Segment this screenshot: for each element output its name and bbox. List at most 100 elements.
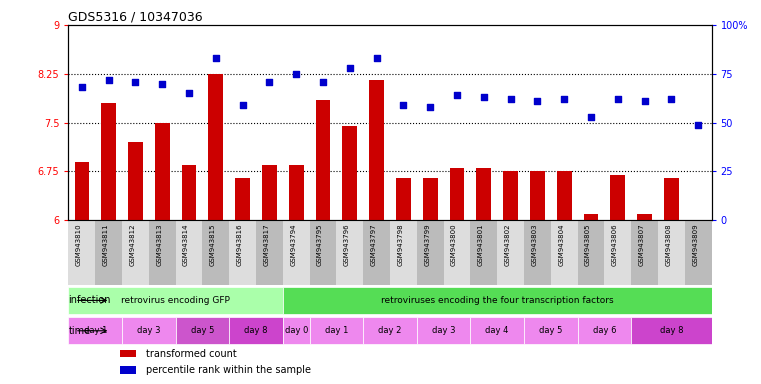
Bar: [637, 214, 652, 220]
Bar: [101, 103, 116, 220]
Bar: [310, 317, 363, 344]
Text: GSM943817: GSM943817: [263, 223, 269, 266]
Bar: [417, 220, 444, 285]
Bar: [664, 178, 679, 220]
Bar: [256, 220, 283, 285]
Text: day 4: day 4: [486, 326, 509, 335]
Bar: [155, 122, 170, 220]
Bar: [68, 287, 283, 314]
Bar: [310, 220, 336, 285]
Point: [317, 78, 329, 84]
Point: [478, 94, 490, 100]
Text: day 3: day 3: [137, 326, 161, 335]
Text: GSM943802: GSM943802: [505, 223, 511, 266]
Text: GSM943806: GSM943806: [612, 223, 618, 266]
Point: [531, 98, 543, 104]
Bar: [336, 220, 363, 285]
Bar: [396, 178, 411, 220]
Bar: [685, 220, 712, 285]
Text: retrovirus encoding GFP: retrovirus encoding GFP: [121, 296, 230, 305]
Bar: [497, 220, 524, 285]
Bar: [283, 287, 712, 314]
Bar: [283, 317, 310, 344]
Text: GSM943803: GSM943803: [531, 223, 537, 266]
Text: GSM943799: GSM943799: [424, 223, 430, 266]
Text: retroviruses encoding the four transcription factors: retroviruses encoding the four transcrip…: [380, 296, 613, 305]
Bar: [182, 165, 196, 220]
Text: GSM943798: GSM943798: [397, 223, 403, 266]
Point: [558, 96, 570, 102]
Bar: [95, 220, 122, 285]
Bar: [122, 220, 149, 285]
Bar: [551, 220, 578, 285]
Bar: [176, 220, 202, 285]
Text: GSM943812: GSM943812: [129, 223, 135, 266]
Bar: [476, 168, 491, 220]
Bar: [229, 317, 283, 344]
Point: [129, 78, 142, 84]
Point: [397, 102, 409, 108]
Text: GSM943807: GSM943807: [638, 223, 645, 266]
Text: GSM943811: GSM943811: [103, 223, 109, 266]
Bar: [262, 165, 277, 220]
Text: time: time: [68, 326, 91, 336]
Bar: [658, 220, 685, 285]
Point: [183, 90, 195, 96]
Bar: [631, 317, 712, 344]
Bar: [450, 168, 464, 220]
Bar: [417, 317, 470, 344]
Text: percentile rank within the sample: percentile rank within the sample: [145, 365, 310, 375]
Bar: [503, 171, 518, 220]
Point: [290, 71, 302, 77]
Bar: [229, 220, 256, 285]
Bar: [120, 366, 136, 374]
Bar: [235, 178, 250, 220]
Text: day 1: day 1: [325, 326, 348, 335]
Bar: [149, 220, 176, 285]
Point: [210, 55, 222, 61]
Point: [344, 65, 356, 71]
Text: GSM943809: GSM943809: [693, 223, 698, 266]
Bar: [289, 165, 304, 220]
Text: day 8: day 8: [660, 326, 683, 335]
Text: GSM943814: GSM943814: [183, 223, 189, 266]
Bar: [470, 317, 524, 344]
Point: [156, 81, 168, 87]
Text: GSM943815: GSM943815: [210, 223, 216, 266]
Bar: [342, 126, 357, 220]
Text: day 5: day 5: [191, 326, 214, 335]
Bar: [444, 220, 470, 285]
Text: day 0: day 0: [285, 326, 308, 335]
Text: GSM943813: GSM943813: [156, 223, 162, 266]
Text: day 8: day 8: [244, 326, 268, 335]
Bar: [369, 80, 384, 220]
Text: GSM943797: GSM943797: [371, 223, 377, 266]
Point: [103, 76, 115, 83]
Bar: [578, 220, 604, 285]
Text: GSM943804: GSM943804: [558, 223, 564, 266]
Bar: [202, 220, 229, 285]
Bar: [122, 317, 176, 344]
Point: [371, 55, 383, 61]
Point: [505, 96, 517, 102]
Bar: [578, 317, 631, 344]
Text: GSM943796: GSM943796: [344, 223, 350, 266]
Bar: [176, 317, 229, 344]
Point: [638, 98, 651, 104]
Bar: [524, 220, 551, 285]
Bar: [610, 175, 625, 220]
Text: transformed count: transformed count: [145, 349, 237, 359]
Point: [237, 102, 249, 108]
Bar: [120, 349, 136, 357]
Text: day 5: day 5: [539, 326, 562, 335]
Text: GSM943805: GSM943805: [585, 223, 591, 266]
Bar: [631, 220, 658, 285]
Bar: [68, 220, 95, 285]
Bar: [283, 220, 310, 285]
Bar: [524, 317, 578, 344]
Point: [585, 114, 597, 120]
Text: GSM943808: GSM943808: [665, 223, 671, 266]
Bar: [68, 317, 122, 344]
Bar: [584, 214, 598, 220]
Bar: [316, 100, 330, 220]
